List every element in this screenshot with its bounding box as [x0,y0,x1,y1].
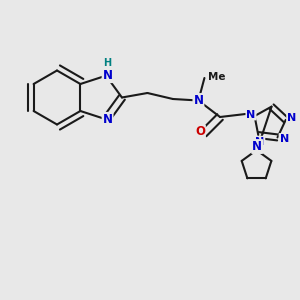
Text: N: N [103,69,112,82]
Text: N: N [280,134,289,144]
Text: N: N [255,137,264,147]
Text: O: O [195,125,205,139]
Text: H: H [103,58,112,68]
Text: Me: Me [208,71,226,82]
Text: N: N [194,94,203,107]
Text: N: N [246,110,256,119]
Text: N: N [103,113,112,126]
Text: N: N [287,113,296,123]
Text: N: N [252,140,262,153]
